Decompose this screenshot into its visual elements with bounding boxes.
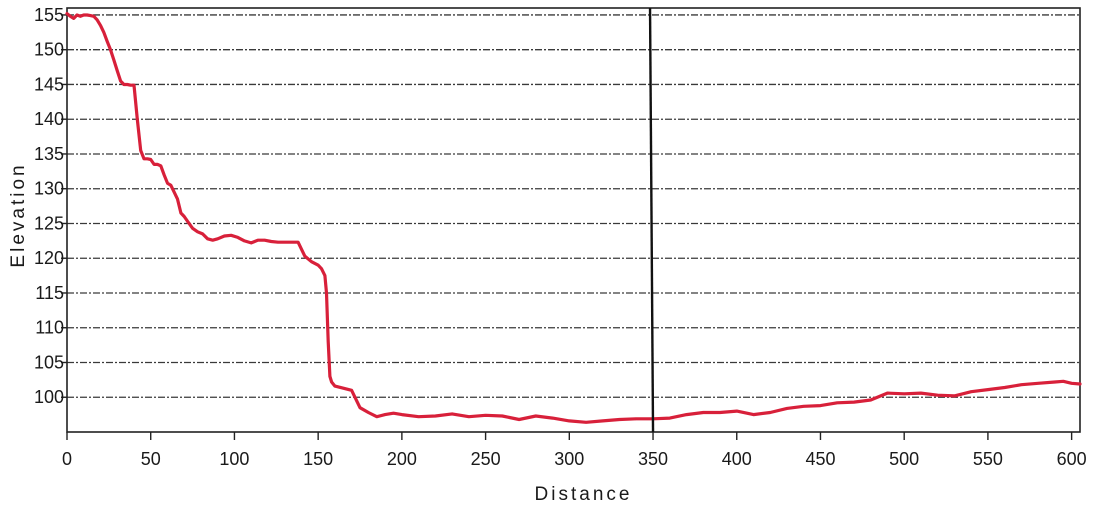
- x-tick-label: 300: [554, 449, 584, 469]
- x-tick-label: 250: [471, 449, 501, 469]
- y-tick-label: 155: [34, 5, 64, 25]
- axis-ticks: [61, 14, 1073, 440]
- y-tick-label: 125: [34, 213, 64, 233]
- x-tick-label: 150: [303, 449, 333, 469]
- y-tick-label: 135: [34, 144, 64, 164]
- y-tick-labels: 100 105 110 115 120 125 130 135 140 145 150 155: [34, 5, 64, 407]
- x-tick-labels: 0 50 100 150 200 250 300 350 400 450 500 550 600: [62, 449, 1087, 469]
- x-tick-label: 0: [62, 449, 72, 469]
- x-tick-label: 450: [805, 449, 835, 469]
- y-tick-label: 120: [34, 248, 64, 268]
- x-tick-label: 200: [387, 449, 417, 469]
- x-tick-label: 350: [638, 449, 668, 469]
- plot-frame: [66, 7, 1081, 433]
- x-tick-label: 50: [141, 449, 161, 469]
- series-line-0: [65, 12, 1082, 424]
- y-tick-label: 115: [35, 283, 64, 303]
- y-tick-label: 150: [34, 40, 64, 60]
- y-tick-label: 100: [34, 387, 64, 407]
- y-tick-label: 140: [34, 109, 64, 129]
- x-axis-title: Distance: [535, 484, 633, 505]
- series-layer: [65, 12, 1082, 424]
- x-tick-label: 100: [219, 449, 249, 469]
- x-tick-label: 400: [722, 449, 752, 469]
- y-tick-label: 130: [34, 179, 64, 199]
- gridlines: [67, 14, 1080, 398]
- y-tick-label: 145: [34, 74, 64, 94]
- y-tick-label: 105: [34, 352, 64, 372]
- distance-marker-line: [648, 7, 655, 433]
- x-tick-label: 600: [1057, 449, 1087, 469]
- x-tick-label: 550: [973, 449, 1003, 469]
- y-tick-label: 110: [35, 318, 64, 338]
- y-axis-title: Elevation: [8, 162, 29, 267]
- x-tick-label: 500: [889, 449, 919, 469]
